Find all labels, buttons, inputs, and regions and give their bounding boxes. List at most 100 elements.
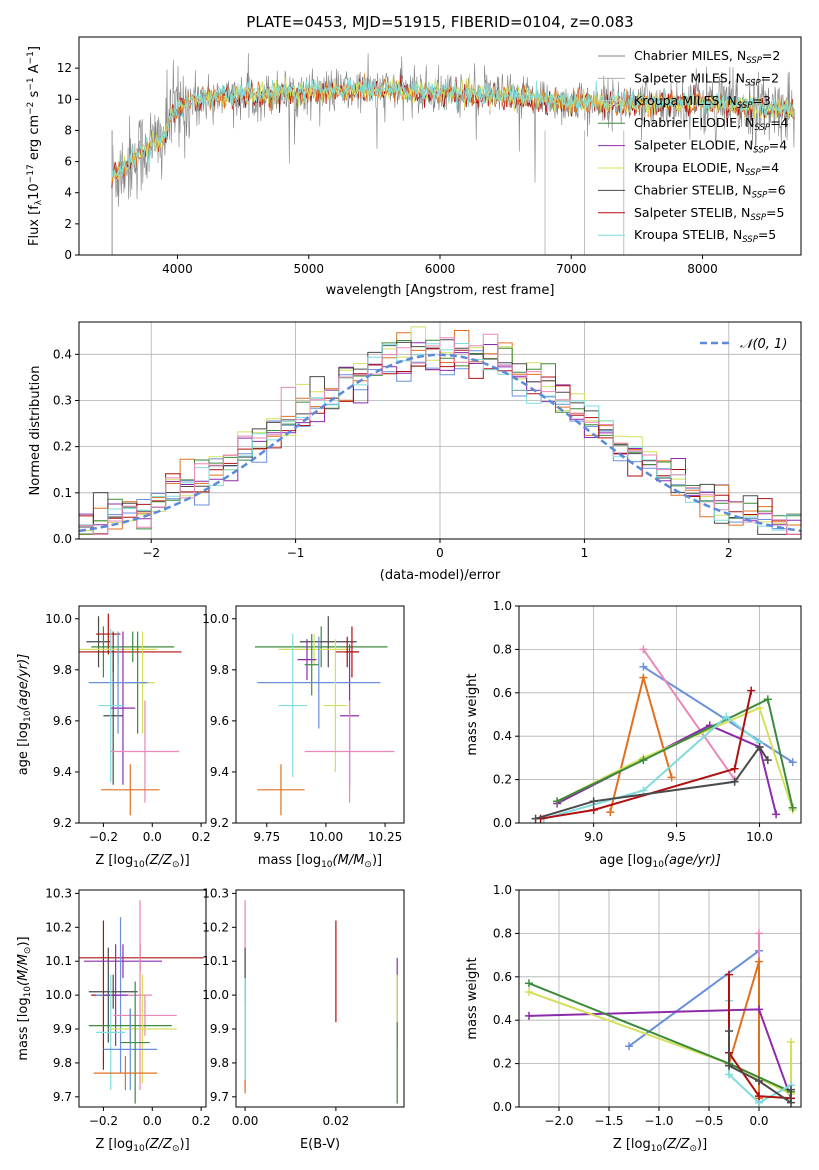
text-span: 10 [321, 860, 333, 870]
text-span: ⊙ [172, 1144, 180, 1154]
text-span: SSP [737, 101, 753, 111]
text-span: Salpeter MILES, N [634, 70, 745, 85]
legend-entry: Salpeter MILES, NSSP=2 [634, 70, 779, 88]
residual-panel: −2 −1 0 1 2 0.0 0.1 0.2 0.3 0.4 (data-model)/error… [28, 321, 802, 583]
y-tick-label: 10.0 [45, 988, 72, 1002]
spectrum-panel: 4000 5000 6000 7000 8000 0 2 4 6 8 10 12 PLATE=0453,… [26, 13, 802, 298]
x-tick-label: 7000 [556, 262, 587, 276]
x-axis-label: Z [log10(Z/Z⊙)] [95, 1137, 189, 1154]
text-span: SSP [742, 235, 758, 245]
text-span: =4 [761, 160, 779, 175]
series-line [556, 697, 794, 809]
text-span: (M/M [333, 853, 365, 868]
y-tick-label: 10.1 [45, 954, 72, 968]
y-tick-label: 8 [64, 123, 72, 137]
text-span: SSP [745, 78, 761, 88]
text-span: =5 [766, 205, 784, 220]
x-tick-label: 0.0 [143, 1114, 162, 1128]
x-axis-label: Z [log10(Z/Z⊙)] [613, 1137, 707, 1154]
text-span: 10 [27, 183, 42, 200]
x-tick-label: 0.0 [749, 1114, 768, 1128]
x-axis-label: mass [log10(M/M⊙)] [258, 853, 382, 870]
x-axis-label: (data-model)/error [380, 568, 501, 583]
y-tick-label: 9.6 [53, 714, 72, 728]
x-tick-label: −1.0 [644, 1114, 673, 1128]
text-span: 10 [651, 1144, 663, 1154]
y-tick-label: 0.0 [493, 816, 512, 830]
x-tick-label: 6000 [425, 262, 456, 276]
text-span: =2 [761, 70, 779, 85]
text-span: mass [log [258, 853, 321, 868]
histogram-step-line [79, 330, 801, 535]
y-tick-label: 4 [64, 186, 72, 200]
x-tick-label: 0.2 [192, 830, 211, 844]
text-span: SSP [753, 146, 769, 156]
text-span: ⊙ [172, 860, 180, 870]
y-tick-label: 9.8 [53, 1056, 72, 1070]
y-tick-label: 9.9 [210, 1022, 229, 1036]
text-span: )] [697, 1137, 707, 1152]
axes-frame [518, 605, 802, 824]
text-span: SSP [746, 56, 762, 66]
x-tick-label: 9.5 [667, 830, 686, 844]
y-tick-label: 9.2 [53, 816, 72, 830]
x-axis-label: age [log10(age/yr)] [599, 853, 721, 870]
x-tick-label: 8000 [687, 262, 718, 276]
y-tick-label: 0.2 [493, 773, 512, 787]
y-tick-label: 9.8 [53, 663, 72, 677]
x-tick-label: −0.2 [89, 830, 118, 844]
text-span: =6 [767, 182, 785, 197]
text-span: )] [372, 853, 382, 868]
text-span: Salpeter ELODIE, N [634, 138, 753, 153]
legend-entry: Chabrier ELODIE, NSSP=4 [634, 115, 789, 133]
y-tick-label: 0 [64, 248, 72, 262]
text-span: (Z/Z [145, 1137, 173, 1152]
text-span: Kroupa STELIB, N [634, 227, 742, 242]
x-tick-label: 10.25 [368, 830, 402, 844]
text-span: )] [180, 853, 190, 868]
x-axis-label: E(B-V) [300, 1137, 340, 1152]
y-tick-label: 0.0 [493, 1100, 512, 1114]
text-span: Salpeter STELIB, N [634, 205, 750, 220]
y-tick-label: 0.2 [53, 440, 72, 454]
text-span: =3 [752, 93, 770, 108]
text-span: age [log [16, 722, 31, 775]
x-axis-label: Z [log10(Z/Z⊙)] [95, 853, 189, 870]
y-tick-label: 12 [57, 61, 72, 75]
text-span: ⊙ [689, 1144, 697, 1154]
x-tick-label: 10.0 [746, 830, 773, 844]
y-tick-label: 10.0 [202, 988, 229, 1002]
text-span: ⊙ [364, 860, 372, 870]
text-span: SSP [754, 123, 770, 133]
series-line [540, 690, 753, 820]
y-tick-label: 10.3 [45, 886, 72, 900]
y-axis-label: age [log10(age/yr)] [16, 654, 33, 776]
text-span: Kroupa ELODIE, N [634, 160, 745, 175]
legend-entry: Chabrier MILES, NSSP=2 [634, 48, 780, 66]
x-tick-label: 9.75 [253, 830, 280, 844]
text-span: erg cm [27, 115, 42, 164]
figure-panels: 4000 5000 6000 7000 8000024681012PLATE=0453,… [16, 13, 802, 1154]
text-span: (Z/Z [662, 1137, 690, 1152]
text-span: (M/M [16, 954, 31, 986]
y-tick-label: 9.8 [210, 663, 229, 677]
text-span: =4 [770, 115, 788, 130]
text-span: Chabrier ELODIE, N [634, 115, 754, 130]
y-axis-label: mass weight [465, 673, 480, 755]
y-tick-label: 0.2 [493, 1057, 512, 1071]
series-line [528, 991, 792, 1096]
x-tick-label: 9.0 [584, 830, 603, 844]
y-axis-label: Normed distribution [28, 366, 43, 496]
x-tick-label: 0.02 [323, 1114, 350, 1128]
spectrum-model-line [111, 76, 795, 177]
x-tick-label: −2 [142, 546, 160, 560]
x-tick-label: −1.5 [594, 1114, 623, 1128]
axes-frame [235, 605, 405, 824]
text-span: age [log [599, 853, 652, 868]
y-tick-label: 0.8 [493, 926, 512, 940]
y-tick-label: 0.4 [493, 1013, 512, 1027]
x-tick-label: 0.2 [192, 1114, 211, 1128]
y-tick-label: 10 [57, 92, 72, 106]
